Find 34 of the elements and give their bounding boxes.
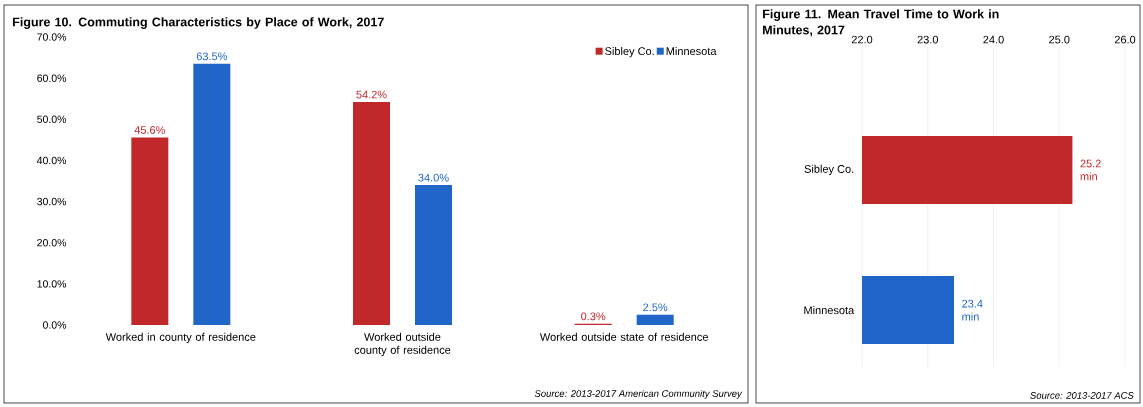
legend-label: Minnesota <box>666 46 717 56</box>
y-tick-label: 20.0% <box>37 239 67 247</box>
x-tick-label: 26.0 <box>1114 35 1136 44</box>
x-tick-label: Worked outside state of residence <box>539 332 708 341</box>
bar <box>636 314 674 325</box>
source-note: Source: 2013-2017 ACS <box>1030 392 1134 399</box>
x-tick-label: 22.0 <box>851 35 873 44</box>
y-tick-label: 10.0% <box>37 280 67 288</box>
x-tick-label: 25.0 <box>1049 35 1070 44</box>
data-label: 25.2 min <box>1080 159 1101 181</box>
data-label: 2.5% <box>643 303 668 312</box>
x-tick-label: 24.0 <box>983 35 1004 44</box>
bar <box>131 137 169 325</box>
chart-title: Figure 10. Commuting Characteristics by Place of Work, 2017 <box>13 17 384 29</box>
data-label: 54.2% <box>356 90 387 99</box>
y-tick-label: 40.0% <box>36 156 67 165</box>
data-label: 23.4 min <box>962 299 983 321</box>
y-tick-label: 30.0% <box>37 197 67 206</box>
source-note: Source: 2013-2017 American Community Survey <box>534 389 743 399</box>
data-label: 34.0% <box>418 173 449 182</box>
x-tick-label: Worked outside county of residence <box>354 332 451 357</box>
y-tick-label: 70.0% <box>37 33 67 41</box>
data-label: 45.6% <box>134 126 166 134</box>
bar <box>415 185 453 325</box>
legend-label: Sibley Co. <box>605 46 654 58</box>
y-tick-label: 0.0% <box>42 321 67 329</box>
x-tick-label: 23.0 <box>917 35 939 44</box>
y-tick-label: 50.0% <box>37 115 67 124</box>
x-tick-label: Worked in county of residence <box>105 332 256 344</box>
data-label: 63.5% <box>196 52 228 61</box>
bar <box>353 102 390 325</box>
y-tick-label: 60.0% <box>37 74 67 82</box>
bar <box>193 63 231 325</box>
data-label: 0.3% <box>581 312 606 321</box>
